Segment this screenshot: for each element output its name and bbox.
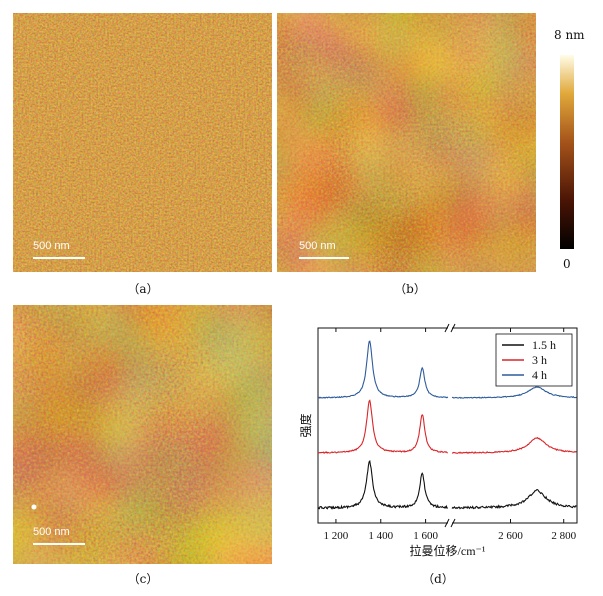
series-line-3h-seg0 [317,399,448,455]
axis-break-mark-top [444,323,456,333]
afm-image-a: 500 nm [13,13,272,272]
afm-image-c: 500 nm [13,305,272,564]
series-line-4h-seg0 [317,340,449,399]
axes-frame-left [317,327,448,524]
scalebar-a-label: 500 nm [33,240,70,252]
panel-label-a: （a） [127,282,159,296]
legend-label-4h: 4 h [532,368,547,382]
series-line-3h-seg1 [451,436,577,455]
panel-label-c: （c） [127,572,159,586]
scalebar-b: （b） 500 nm [299,240,359,259]
x-tick-label-2600: 2 600 [498,530,523,542]
colorbar-min-label: 0 [563,257,571,271]
series-line-4h-seg1 [451,386,577,399]
axes-frame-right [452,327,578,524]
scalebar-c: 500 nm [33,526,93,545]
x-tick-label-1200: 1 200 [324,530,349,542]
colorbar-max-label: 8 nm [554,28,585,42]
series-line-1.5h-seg0 [317,459,448,510]
colorbar [560,55,574,249]
raman-chart: 1 200 1 400 1 600 2 600 2 800 拉曼位移/cm⁻¹ 强度 1.5 … [300,323,578,558]
axis-break-mark-bottom [444,518,456,528]
scalebar-a: 500 nm [33,240,93,259]
x-tick-label-1400: 1 400 [368,530,393,542]
x-tick-label-2800: 2 800 [551,530,576,542]
series-line-1.5h-seg1 [451,489,577,510]
legend-label-1.5h: 1.5 h [532,338,556,352]
scalebar-c-label: 500 nm [33,526,70,538]
legend-label-3h: 3 h [532,353,547,367]
x-axis-label: 拉曼位移/cm⁻¹ [410,543,486,558]
panel-label-d: （d） [422,572,454,586]
panel-label-b: （b） [394,282,426,296]
y-axis-label: 强度 [300,413,313,437]
scalebar-b-text: 500 nm [299,240,336,252]
x-tick-label-1600: 1 600 [413,530,438,542]
afm-image-b: （b） 500 nm [277,13,536,272]
